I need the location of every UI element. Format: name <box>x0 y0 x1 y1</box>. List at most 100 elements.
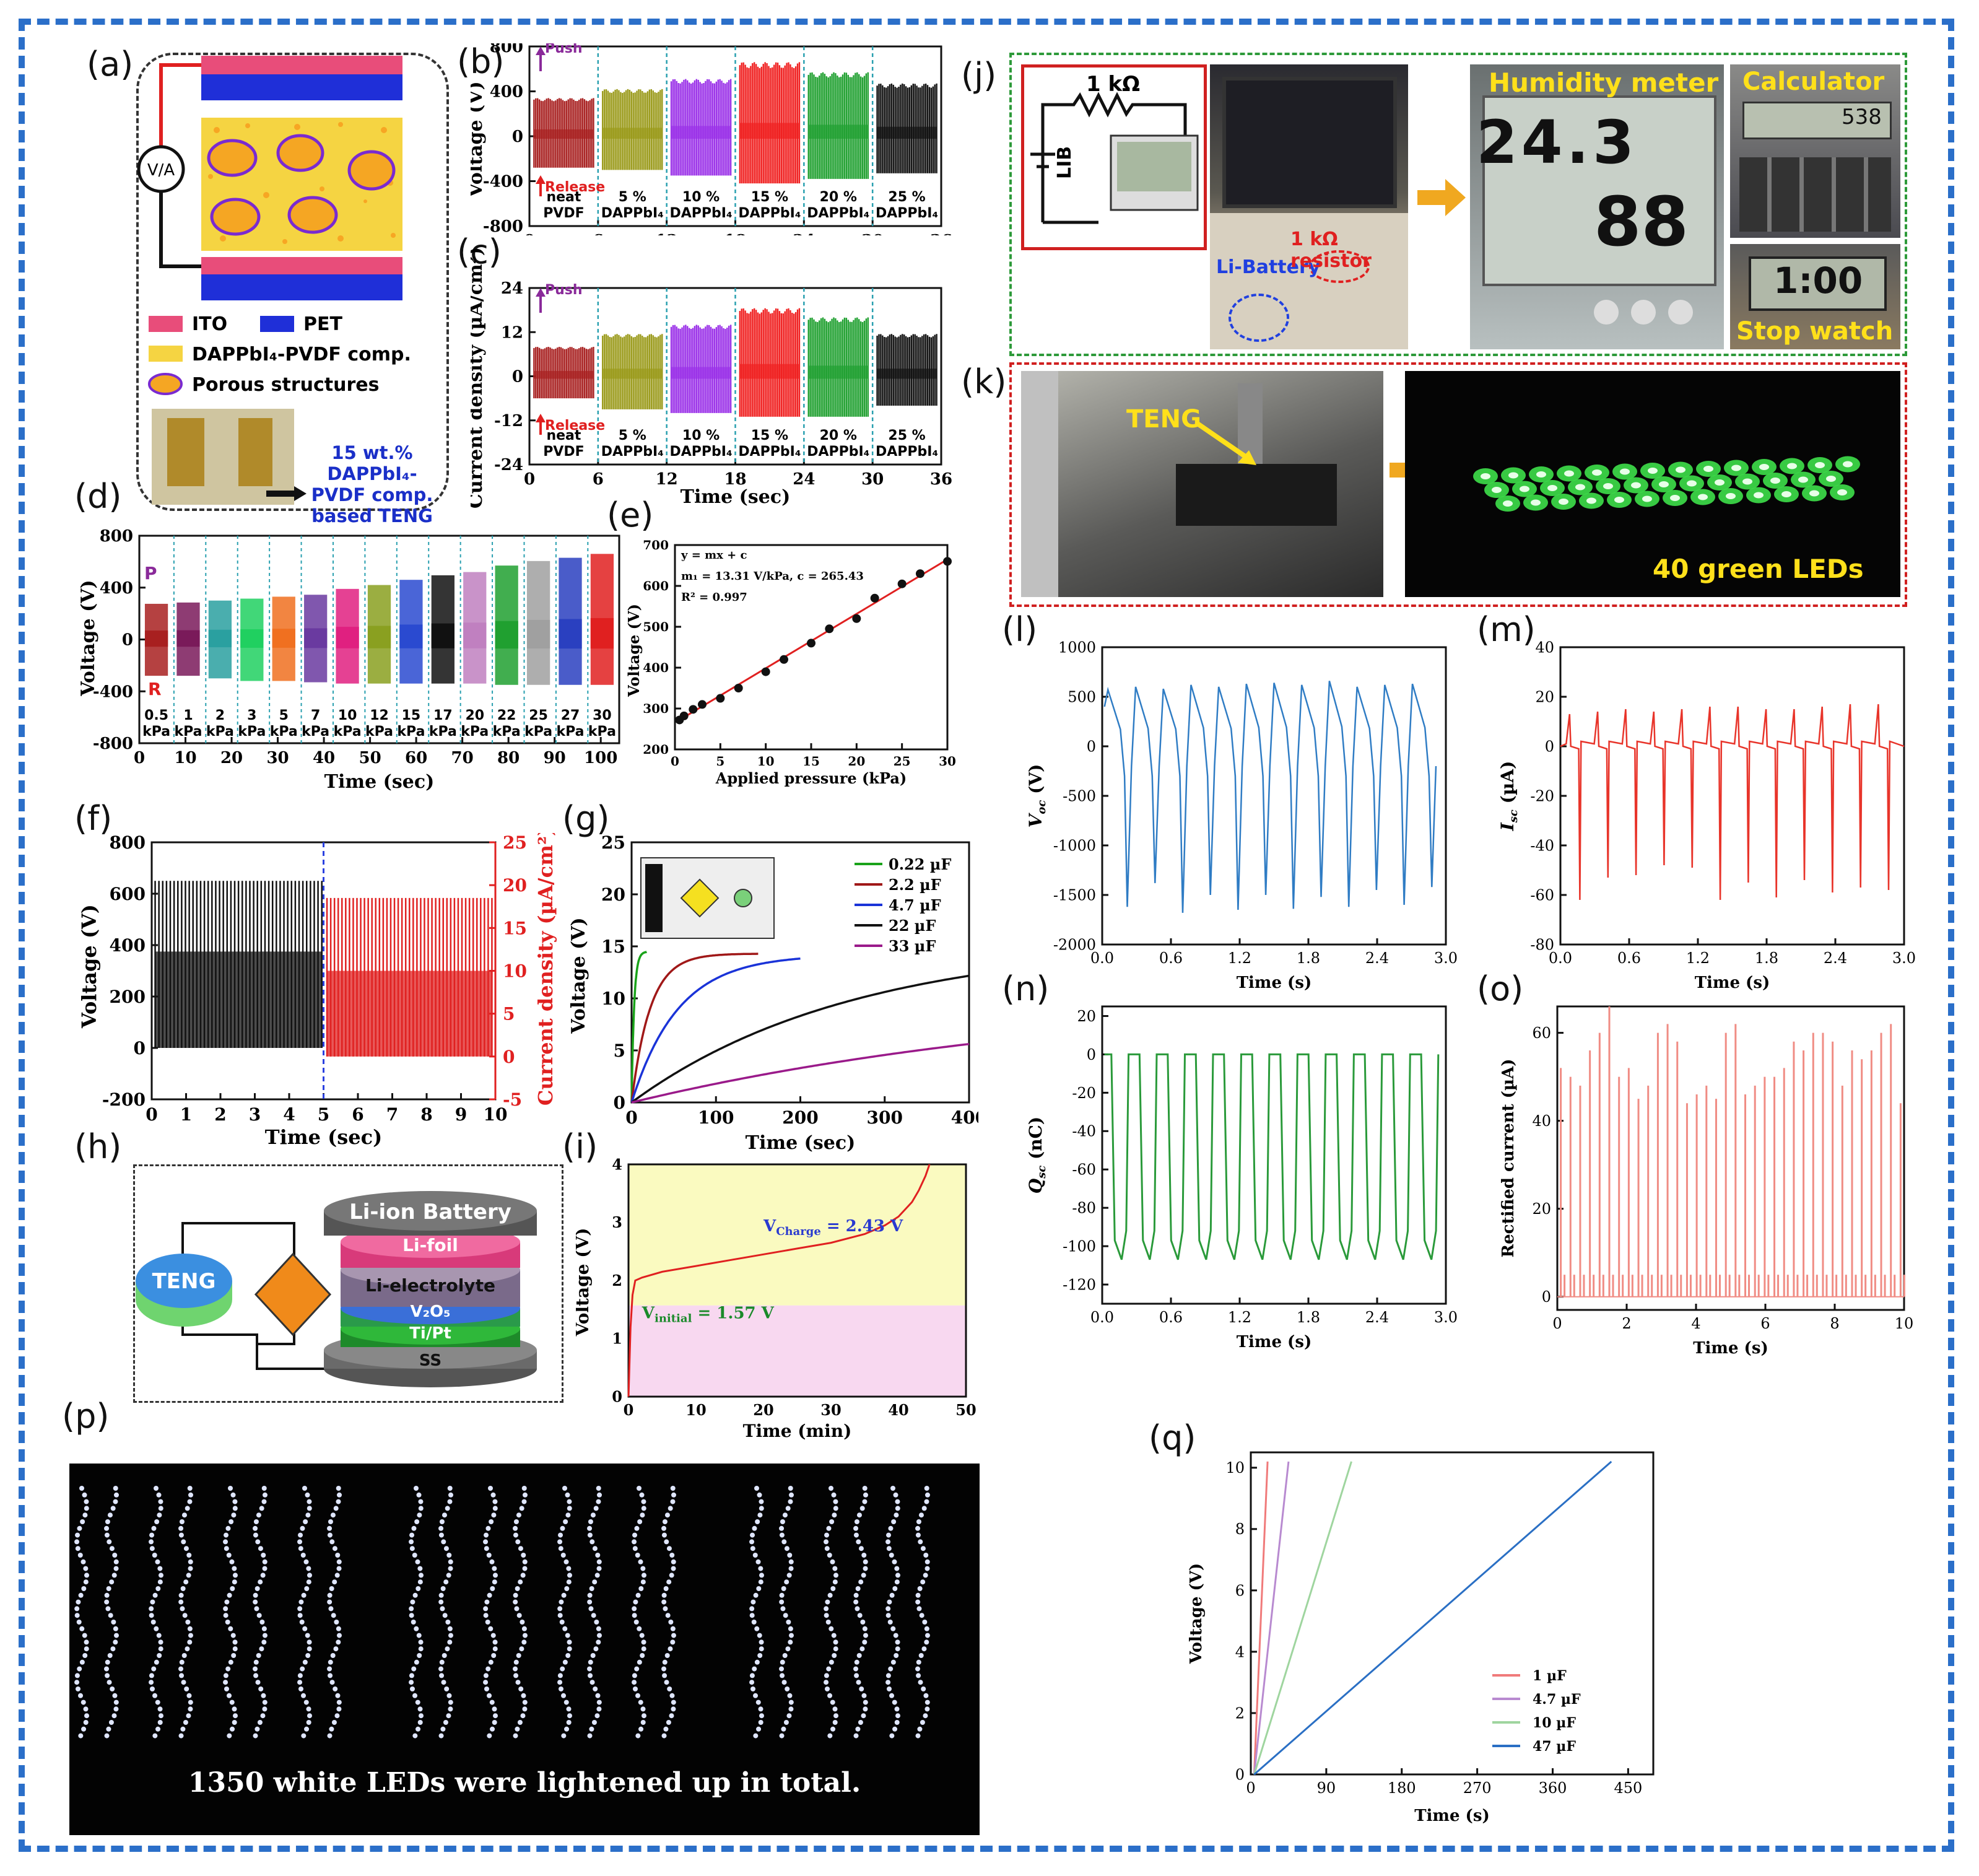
white-led <box>303 1559 309 1564</box>
x-tick-label: 270 <box>1463 1779 1492 1797</box>
y-tick-label: -12 <box>494 412 523 430</box>
white-led <box>414 1486 419 1491</box>
white-led <box>662 1659 668 1665</box>
white-led <box>487 1693 492 1698</box>
white-led <box>825 1620 831 1625</box>
pressure-label: 22 <box>497 708 516 723</box>
stopwatch-photo: 1:00 Stop watch <box>1730 244 1900 349</box>
white-led <box>438 1599 444 1605</box>
layer-ti-pt: Ti/Pt <box>409 1324 451 1343</box>
white-led <box>152 1693 158 1698</box>
white-led <box>920 1720 925 1725</box>
white-led <box>564 1586 570 1591</box>
chart-m: 0.0 0.6 1.2 1.8 2.4 3.0 40 20 0 -20 -40 -60 -80 Isc (… <box>1497 639 1916 992</box>
pressure-unit: kPa <box>238 724 266 739</box>
y-right-tick-label: 25 <box>503 833 527 853</box>
data-point <box>825 624 834 634</box>
white-led <box>155 1586 161 1591</box>
white-led <box>519 1506 524 1511</box>
white-led <box>447 1486 453 1491</box>
x-axis-label: Time (s) <box>1237 1333 1312 1351</box>
white-led <box>591 1720 597 1725</box>
white-led <box>751 1620 757 1625</box>
white-led <box>635 1553 640 1558</box>
white-led <box>854 1659 859 1665</box>
white-led <box>824 1686 830 1691</box>
led-glow <box>1698 494 1708 500</box>
white-led <box>634 1666 640 1672</box>
white-led <box>440 1726 446 1732</box>
white-led <box>829 1519 835 1524</box>
white-led <box>489 1699 495 1705</box>
white-led <box>489 1519 494 1524</box>
white-led <box>329 1539 335 1545</box>
white-led <box>827 1592 833 1598</box>
white-led <box>594 1573 600 1578</box>
white-led <box>113 1486 118 1491</box>
white-led <box>178 1733 184 1739</box>
white-led <box>862 1486 868 1491</box>
x-tick-label: 10 <box>685 1401 706 1419</box>
x-tick-label: 1.2 <box>1686 949 1710 967</box>
white-led <box>149 1613 154 1618</box>
white-led <box>412 1733 418 1739</box>
x-tick-label: 300 <box>867 1107 903 1128</box>
white-led <box>418 1506 424 1511</box>
rectifier-icon <box>680 878 720 918</box>
white-led <box>307 1499 312 1504</box>
white-led <box>515 1586 520 1591</box>
white-led <box>113 1566 119 1571</box>
led-glow <box>1642 495 1652 502</box>
white-led <box>336 1633 342 1638</box>
white-led <box>262 1566 267 1571</box>
white-led <box>561 1733 567 1739</box>
white-led <box>113 1559 119 1564</box>
white-led <box>892 1586 898 1591</box>
y-tick-label: 200 <box>643 742 669 757</box>
pressure-unit: kPa <box>302 724 329 739</box>
label-g: (g) <box>562 799 610 838</box>
white-led <box>417 1653 422 1658</box>
white-led <box>863 1559 868 1564</box>
led-glow <box>1759 464 1769 470</box>
label-o: (o) <box>1477 969 1524 1008</box>
led-glow <box>1843 461 1853 468</box>
y-tick-label: -80 <box>1072 1200 1096 1217</box>
led-glow <box>1703 466 1713 472</box>
white-led <box>917 1726 923 1732</box>
white-led <box>637 1519 643 1524</box>
white-led <box>632 1680 637 1685</box>
white-led <box>448 1559 453 1564</box>
y-tick-label: -1500 <box>1053 886 1096 904</box>
y-tick-label: 6 <box>1235 1582 1245 1599</box>
chart-i: Voltage (V) 0 10 20 30 40 50 0 1 2 3 4 Time (min) VC… <box>576 1158 976 1441</box>
resistor-icon <box>1041 92 1187 222</box>
white-led <box>180 1586 186 1591</box>
white-led <box>490 1586 495 1591</box>
pressure-label: 1 <box>183 708 193 723</box>
white-led <box>588 1673 593 1678</box>
x-tick-label: 6 <box>1760 1315 1770 1332</box>
white-led <box>522 1699 528 1705</box>
pulse-band <box>272 629 295 648</box>
x-tick-label: 30 <box>861 470 884 489</box>
white-led <box>262 1699 267 1705</box>
r-marker: R <box>148 679 162 699</box>
white-led <box>258 1579 263 1585</box>
white-led <box>157 1653 162 1658</box>
white-led <box>232 1573 238 1578</box>
x-tick-label: 30 <box>266 749 289 767</box>
white-led <box>262 1706 267 1712</box>
panel-h-box: TENG Li-ion Battery Li-foil Li-electroly… <box>133 1164 563 1403</box>
white-led <box>188 1566 193 1571</box>
white-led <box>567 1573 572 1578</box>
pulse-band <box>559 619 582 649</box>
white-led <box>859 1686 864 1691</box>
white-led <box>306 1579 311 1585</box>
figure-frame <box>19 19 1954 1852</box>
white-led <box>661 1599 667 1605</box>
white-led <box>253 1659 259 1665</box>
white-led <box>152 1592 158 1598</box>
pressure-label: 30 <box>593 708 612 723</box>
white-led <box>560 1553 566 1558</box>
